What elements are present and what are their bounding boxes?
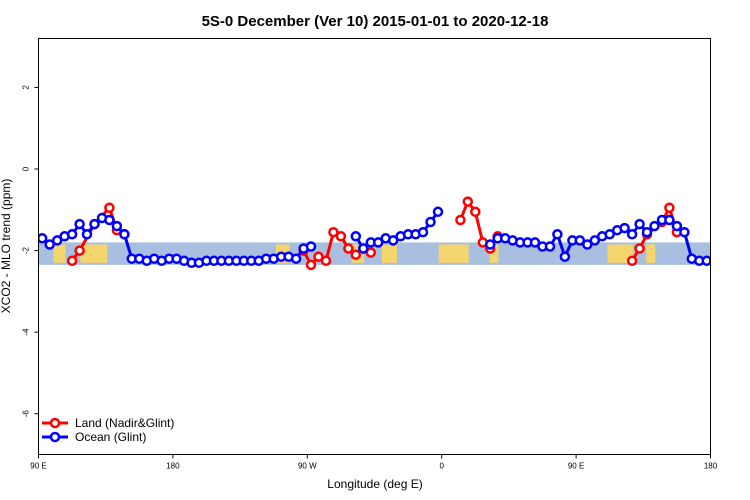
data-point bbox=[664, 214, 675, 226]
x-tick-label: 0 bbox=[439, 462, 444, 471]
data-point bbox=[529, 237, 541, 248]
series-ocean bbox=[38, 206, 711, 269]
data-point bbox=[343, 243, 354, 254]
data-point bbox=[111, 220, 123, 232]
data-point bbox=[462, 196, 474, 207]
x-axis: 90 E 180 90 W 0 90 E 180 bbox=[30, 454, 718, 471]
data-point bbox=[589, 235, 601, 246]
data-point bbox=[626, 255, 638, 267]
data-point bbox=[372, 237, 384, 248]
y-axis: 2 0 -2 -4 -6 bbox=[22, 85, 39, 418]
data-point bbox=[708, 257, 711, 265]
plot-frame bbox=[38, 38, 711, 455]
data-point bbox=[634, 243, 645, 254]
legend-land-label: Land (Nadir&Glint) bbox=[75, 416, 174, 430]
data-point bbox=[432, 206, 444, 218]
data-point bbox=[604, 229, 615, 240]
plot-series bbox=[38, 196, 711, 271]
data-point bbox=[320, 255, 332, 267]
land-strip bbox=[80, 244, 108, 263]
chart-title: 5S-0 December (Ver 10) 2015-01-01 to 202… bbox=[202, 13, 549, 30]
y-axis-label: XCO2 - MLO trend (ppm) bbox=[0, 179, 13, 314]
legend-entry-land: Land (Nadir&Glint) bbox=[42, 416, 174, 430]
data-point bbox=[89, 218, 100, 230]
data-point bbox=[544, 241, 556, 252]
data-point bbox=[679, 226, 690, 238]
data-point bbox=[455, 214, 466, 226]
data-point bbox=[313, 251, 324, 262]
data-point bbox=[66, 229, 78, 240]
data-point bbox=[559, 251, 571, 262]
data-point bbox=[634, 218, 645, 230]
data-point bbox=[425, 216, 436, 228]
land-strip bbox=[53, 244, 66, 263]
data-point bbox=[387, 235, 399, 246]
data-point bbox=[350, 249, 362, 260]
data-point bbox=[74, 218, 85, 230]
land-strip bbox=[381, 244, 397, 263]
legend: Land (Nadir&Glint) Ocean (Glint) bbox=[42, 416, 174, 444]
data-point bbox=[104, 202, 115, 214]
data-point bbox=[305, 241, 317, 252]
data-point bbox=[664, 202, 675, 214]
data-point bbox=[649, 220, 660, 232]
x-tick-label: 90 W bbox=[298, 462, 317, 471]
legend-entry-ocean: Ocean (Glint) bbox=[42, 430, 146, 444]
land-strip bbox=[646, 244, 656, 263]
data-point bbox=[619, 222, 630, 234]
land-strip bbox=[607, 244, 633, 263]
data-point bbox=[104, 214, 115, 226]
y-tick-label: -6 bbox=[22, 410, 31, 418]
data-point bbox=[626, 229, 638, 240]
data-point bbox=[335, 231, 347, 242]
data-point bbox=[66, 255, 78, 267]
data-point bbox=[641, 226, 653, 238]
y-tick-label: 2 bbox=[22, 85, 31, 90]
data-point bbox=[701, 255, 711, 267]
data-point bbox=[574, 235, 586, 246]
y-tick-label: -2 bbox=[22, 246, 31, 254]
legend-ocean-label: Ocean (Glint) bbox=[75, 430, 146, 444]
y-tick-label: 0 bbox=[22, 166, 31, 171]
data-point bbox=[350, 231, 362, 242]
data-point bbox=[328, 226, 339, 238]
data-point bbox=[417, 226, 429, 238]
data-point bbox=[671, 220, 683, 232]
x-axis-label: Longitude (deg E) bbox=[327, 477, 422, 491]
x-tick-label: 90 E bbox=[30, 462, 46, 471]
x-tick-label: 90 E bbox=[568, 462, 584, 471]
data-point bbox=[74, 245, 85, 256]
data-point bbox=[470, 206, 481, 218]
legend-ocean-marker bbox=[49, 431, 61, 443]
data-point bbox=[365, 247, 377, 258]
data-point bbox=[81, 229, 93, 240]
data-point bbox=[358, 243, 369, 254]
data-point bbox=[119, 229, 130, 240]
land-strip bbox=[438, 244, 469, 263]
data-point bbox=[290, 253, 302, 264]
x-tick-label: 180 bbox=[704, 462, 718, 471]
data-point bbox=[51, 235, 63, 246]
data-point bbox=[38, 233, 48, 244]
data-point bbox=[44, 239, 55, 250]
land-strip bbox=[489, 244, 499, 263]
x-tick-label: 180 bbox=[166, 462, 180, 471]
legend-land-marker bbox=[49, 417, 61, 429]
data-point bbox=[484, 239, 496, 250]
data-point bbox=[552, 229, 563, 240]
data-point bbox=[305, 259, 317, 271]
data-point bbox=[582, 239, 593, 250]
y-tick-label: -4 bbox=[22, 328, 31, 336]
